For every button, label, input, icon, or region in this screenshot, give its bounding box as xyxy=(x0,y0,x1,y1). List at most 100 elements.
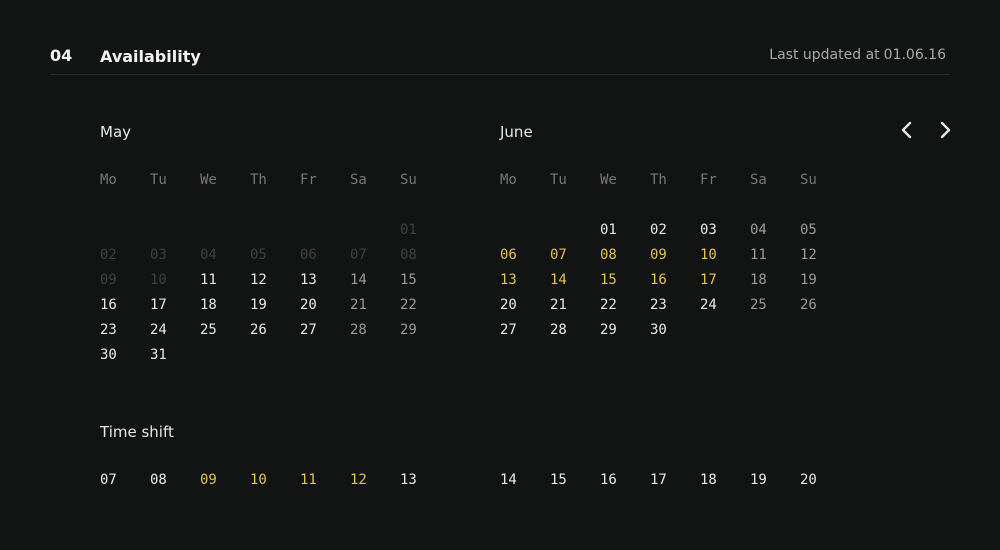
day-cell[interactable]: 21 xyxy=(350,297,367,313)
weekday-label: Fr xyxy=(700,172,717,188)
day-cell[interactable]: 17 xyxy=(150,297,167,313)
day-cell[interactable]: 20 xyxy=(300,297,317,313)
day-cell[interactable]: 01 xyxy=(600,222,617,238)
week-row: 09 10 11 12 13 14 15 xyxy=(100,270,460,295)
day-cell[interactable]: 03 xyxy=(700,222,717,238)
weekday-label: Su xyxy=(800,172,817,188)
day-cell[interactable]: 12 xyxy=(250,272,267,288)
day-cell[interactable]: 23 xyxy=(650,297,667,313)
day-cell[interactable]: 07 xyxy=(100,472,117,488)
day-cell[interactable]: 10 xyxy=(250,472,267,488)
day-cell[interactable]: 27 xyxy=(500,322,517,338)
calendar-grid: Mo Tu We Th Fr Sa Su 01 02 03 04 05 06 07 08 09 1… xyxy=(100,170,460,370)
day-cell[interactable]: 10 xyxy=(150,272,167,288)
weekday-label: Fr xyxy=(300,172,317,188)
day-cell[interactable]: 08 xyxy=(600,247,617,263)
day-cell[interactable]: 14 xyxy=(350,272,367,288)
day-cell[interactable]: 15 xyxy=(400,272,417,288)
weekday-label: Sa xyxy=(350,172,367,188)
weekday-header: Mo Tu We Th Fr Sa Su xyxy=(100,170,460,195)
day-cell[interactable]: 18 xyxy=(700,472,717,488)
day-cell[interactable]: 03 xyxy=(150,247,167,263)
day-cell[interactable]: 05 xyxy=(800,222,817,238)
day-cell[interactable]: 16 xyxy=(650,272,667,288)
prev-month-button[interactable] xyxy=(898,120,916,140)
day-cell[interactable]: 24 xyxy=(150,322,167,338)
day-cell[interactable]: 11 xyxy=(750,247,767,263)
time-shift-row: 07 08 09 10 11 12 13 14 15 16 17 18 19 20 xyxy=(100,470,850,490)
day-cell[interactable]: 22 xyxy=(400,297,417,313)
day-cell[interactable]: 17 xyxy=(650,472,667,488)
day-cell[interactable]: 15 xyxy=(550,472,567,488)
weekday-label: Su xyxy=(400,172,417,188)
day-cell[interactable]: 20 xyxy=(500,297,517,313)
day-cell[interactable]: 26 xyxy=(250,322,267,338)
day-cell[interactable]: 09 xyxy=(100,272,117,288)
week-row: 27 28 29 30 xyxy=(500,320,860,345)
day-cell[interactable]: 21 xyxy=(550,297,567,313)
calendar-june: June Mo Tu We Th Fr Sa Su 01 02 03 04 05 06 07… xyxy=(500,120,860,345)
day-cell[interactable]: 18 xyxy=(750,272,767,288)
day-cell[interactable]: 06 xyxy=(500,247,517,263)
day-cell[interactable]: 02 xyxy=(100,247,117,263)
day-cell[interactable]: 29 xyxy=(600,322,617,338)
month-name: May xyxy=(100,123,132,141)
day-cell[interactable]: 26 xyxy=(800,297,817,313)
day-cell[interactable]: 13 xyxy=(300,272,317,288)
day-cell[interactable]: 01 xyxy=(400,222,417,238)
day-cell[interactable]: 02 xyxy=(650,222,667,238)
day-cell[interactable]: 20 xyxy=(800,472,817,488)
week-row: 13 14 15 16 17 18 19 xyxy=(500,270,860,295)
week-row: 20 21 22 23 24 25 26 xyxy=(500,295,860,320)
day-cell[interactable]: 27 xyxy=(300,322,317,338)
day-cell[interactable]: 09 xyxy=(200,472,217,488)
day-cell[interactable]: 16 xyxy=(600,472,617,488)
day-cell[interactable]: 06 xyxy=(300,247,317,263)
day-cell[interactable]: 04 xyxy=(750,222,767,238)
day-cell[interactable]: 14 xyxy=(500,472,517,488)
day-cell[interactable]: 30 xyxy=(100,347,117,363)
day-cell[interactable]: 28 xyxy=(350,322,367,338)
day-cell[interactable]: 29 xyxy=(400,322,417,338)
day-cell[interactable]: 11 xyxy=(200,272,217,288)
day-cell[interactable]: 09 xyxy=(650,247,667,263)
day-cell[interactable]: 23 xyxy=(100,322,117,338)
day-cell[interactable]: 25 xyxy=(750,297,767,313)
last-updated-date: 01.06.16 xyxy=(883,47,946,63)
day-cell[interactable]: 19 xyxy=(800,272,817,288)
day-cell[interactable]: 18 xyxy=(200,297,217,313)
day-cell[interactable]: 24 xyxy=(700,297,717,313)
next-month-button[interactable] xyxy=(936,120,954,140)
day-cell[interactable]: 07 xyxy=(350,247,367,263)
section-number: 04 xyxy=(50,46,73,65)
day-cell[interactable]: 19 xyxy=(750,472,767,488)
day-cell[interactable]: 08 xyxy=(400,247,417,263)
day-cell[interactable]: 17 xyxy=(700,272,717,288)
week-row: 02 03 04 05 06 07 08 xyxy=(100,245,460,270)
weekday-label: We xyxy=(600,172,617,188)
day-cell[interactable]: 16 xyxy=(100,297,117,313)
calendar-weeks: 01 02 03 04 05 06 07 08 09 10 11 12 13 14 15 16 17 18 19 20… xyxy=(500,220,860,345)
weekday-label: Th xyxy=(650,172,667,188)
day-cell[interactable]: 12 xyxy=(350,472,367,488)
day-cell[interactable]: 12 xyxy=(800,247,817,263)
day-cell[interactable]: 28 xyxy=(550,322,567,338)
day-cell[interactable]: 31 xyxy=(150,347,167,363)
weekday-label: Tu xyxy=(150,172,167,188)
day-cell[interactable]: 19 xyxy=(250,297,267,313)
weekday-header: Mo Tu We Th Fr Sa Su xyxy=(500,170,860,195)
day-cell[interactable]: 04 xyxy=(200,247,217,263)
day-cell[interactable]: 08 xyxy=(150,472,167,488)
day-cell[interactable]: 13 xyxy=(500,272,517,288)
day-cell[interactable]: 10 xyxy=(700,247,717,263)
day-cell[interactable]: 30 xyxy=(650,322,667,338)
day-cell[interactable]: 13 xyxy=(400,472,417,488)
day-cell[interactable]: 22 xyxy=(600,297,617,313)
day-cell[interactable]: 07 xyxy=(550,247,567,263)
week-row: 01 02 03 04 05 xyxy=(500,220,860,245)
day-cell[interactable]: 25 xyxy=(200,322,217,338)
day-cell[interactable]: 14 xyxy=(550,272,567,288)
day-cell[interactable]: 15 xyxy=(600,272,617,288)
day-cell[interactable]: 11 xyxy=(300,472,317,488)
day-cell[interactable]: 05 xyxy=(250,247,267,263)
